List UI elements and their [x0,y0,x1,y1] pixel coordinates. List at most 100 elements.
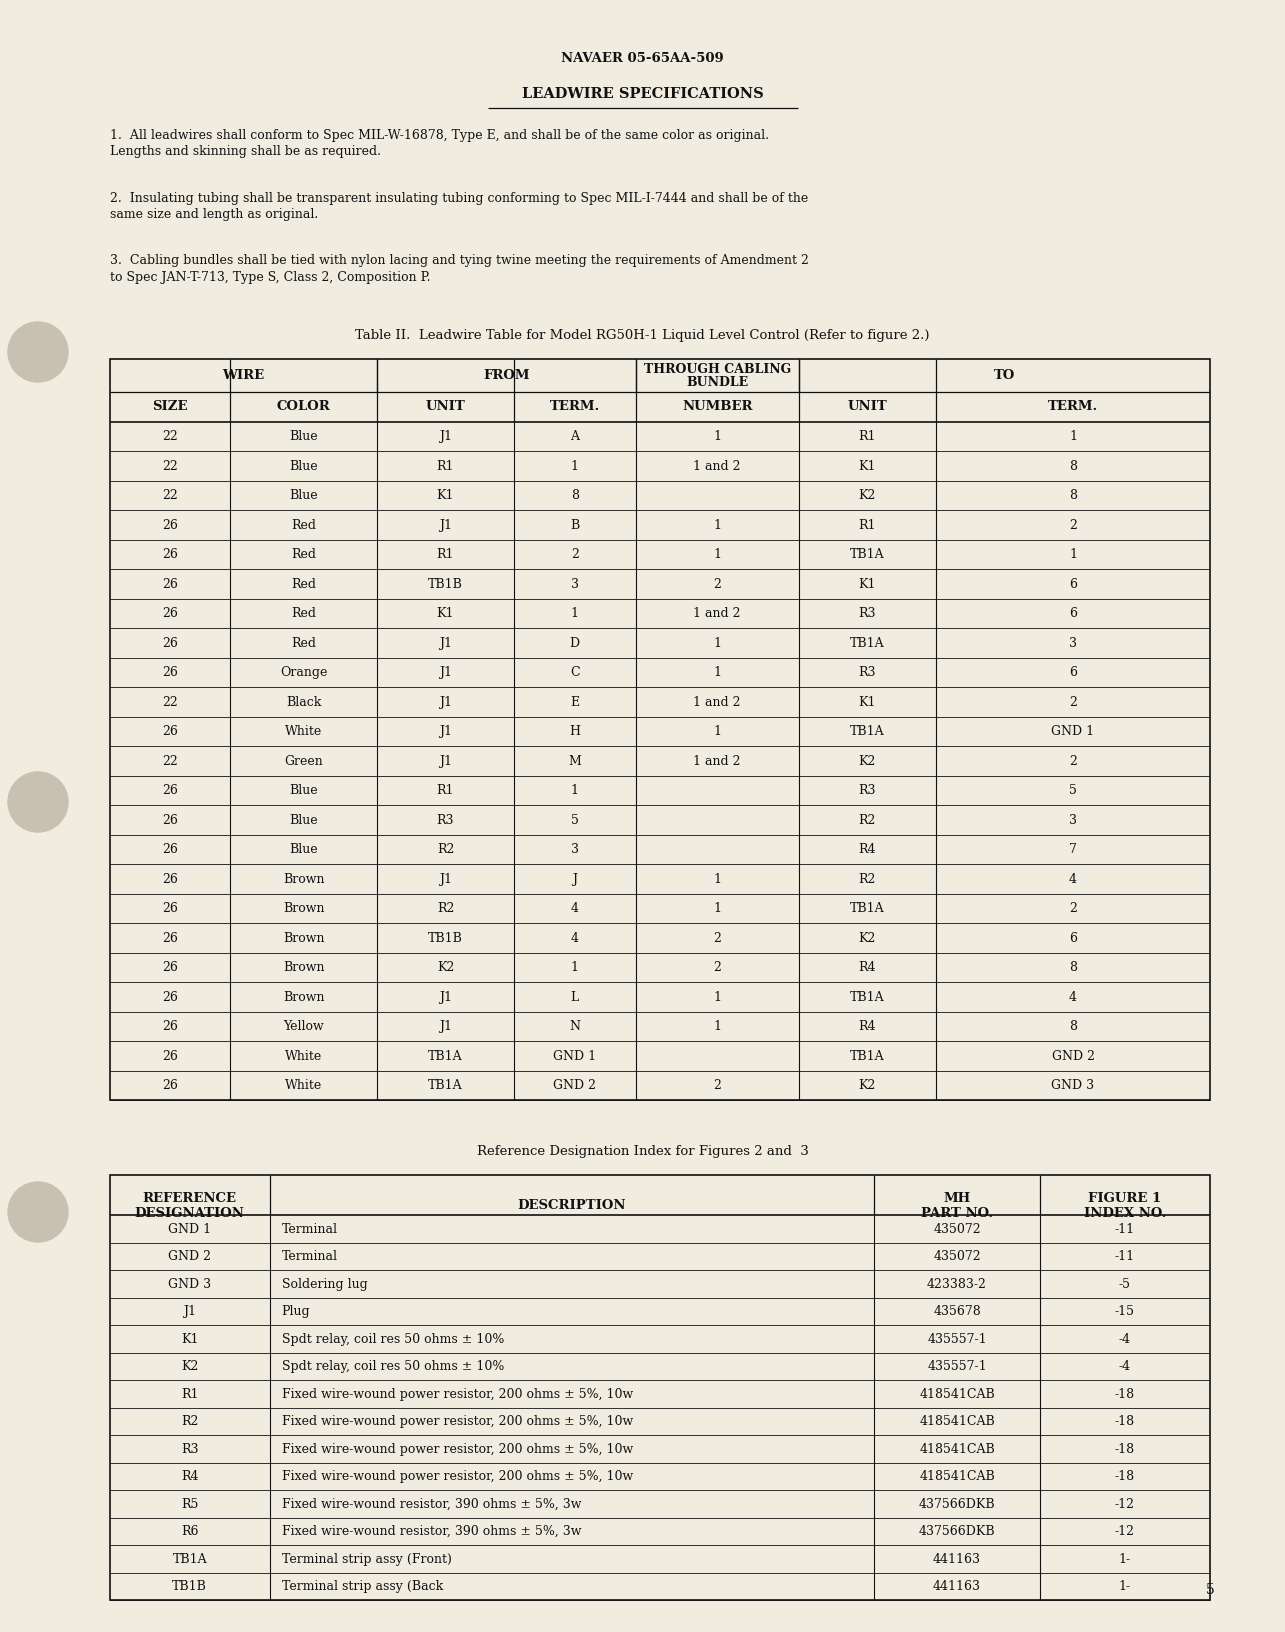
Text: R3: R3 [858,785,876,796]
Text: 1: 1 [1069,548,1077,561]
Text: Brown: Brown [283,873,324,886]
Text: 1.  All leadwires shall conform to Spec MIL-W-16878, Type E, and shall be of the: 1. All leadwires shall conform to Spec M… [111,129,768,158]
Text: 1: 1 [713,991,721,1004]
Text: J: J [572,873,577,886]
Text: J1: J1 [439,636,452,650]
Text: E: E [571,695,580,708]
Text: 5: 5 [1205,1583,1214,1598]
Text: K1: K1 [858,578,876,591]
Text: -18: -18 [1114,1415,1135,1428]
Text: 435557-1: 435557-1 [928,1359,987,1373]
Text: Reference Designation Index for Figures 2 and  3: Reference Designation Index for Figures … [477,1146,808,1159]
Text: A: A [571,431,580,444]
Text: 5: 5 [1069,785,1077,796]
Text: 26: 26 [162,1020,177,1033]
Text: R1: R1 [181,1387,198,1400]
Text: 1: 1 [571,961,578,974]
Text: M: M [568,754,581,767]
Text: Blue: Blue [289,490,317,503]
Text: Green: Green [284,754,323,767]
Text: 26: 26 [162,961,177,974]
Text: 1: 1 [713,519,721,532]
Text: BUNDLE: BUNDLE [686,375,748,388]
Text: White: White [285,1079,323,1092]
Text: GND 2: GND 2 [554,1079,596,1092]
Text: 441163: 441163 [933,1580,980,1593]
Text: Blue: Blue [289,844,317,857]
Text: TO: TO [993,369,1015,382]
Text: 418541CAB: 418541CAB [919,1470,995,1483]
Text: 1: 1 [571,785,578,796]
Text: C: C [571,666,580,679]
Text: Fixed wire-wound power resistor, 200 ohms ± 5%, 10w: Fixed wire-wound power resistor, 200 ohm… [281,1387,632,1400]
Text: TB1A: TB1A [851,902,884,916]
Text: 1: 1 [713,902,721,916]
Text: Brown: Brown [283,961,324,974]
Text: 5: 5 [571,814,578,827]
Text: R2: R2 [437,902,454,916]
Text: 8: 8 [571,490,578,503]
Text: L: L [571,991,578,1004]
Bar [111,359,1210,1100]
Text: TB1B: TB1B [428,932,463,945]
Text: 2: 2 [1069,695,1077,708]
Text: 4: 4 [571,902,578,916]
Text: -5: -5 [1119,1278,1131,1291]
Text: Red: Red [292,607,316,620]
Text: TB1A: TB1A [428,1049,463,1062]
Text: N: N [569,1020,581,1033]
Text: K1: K1 [858,460,876,473]
Text: R6: R6 [181,1526,198,1539]
Text: 26: 26 [162,1079,177,1092]
Text: GND 2: GND 2 [1051,1049,1095,1062]
Text: FROM: FROM [483,369,529,382]
Text: 26: 26 [162,785,177,796]
Text: R4: R4 [858,1020,876,1033]
Text: J1: J1 [439,991,452,1004]
Text: Blue: Blue [289,460,317,473]
Text: TB1A: TB1A [851,991,884,1004]
Text: 6: 6 [1069,932,1077,945]
Text: 1 and 2: 1 and 2 [694,460,741,473]
Text: -18: -18 [1114,1387,1135,1400]
Text: 1: 1 [713,666,721,679]
Text: DESCRIPTION: DESCRIPTION [518,1200,626,1213]
Text: -11: -11 [1114,1250,1135,1263]
Text: COLOR: COLOR [276,400,330,413]
Circle shape [8,772,68,832]
Text: PART NO.: PART NO. [921,1206,993,1219]
Text: 2: 2 [713,578,721,591]
Text: Black: Black [287,695,321,708]
Text: Blue: Blue [289,431,317,444]
Text: Yellow: Yellow [283,1020,324,1033]
Text: 7: 7 [1069,844,1077,857]
Text: 2: 2 [713,1079,721,1092]
Text: 2: 2 [1069,754,1077,767]
Text: Brown: Brown [283,932,324,945]
Text: J1: J1 [439,519,452,532]
Circle shape [8,322,68,382]
Text: -18: -18 [1114,1470,1135,1483]
Text: Blue: Blue [289,785,317,796]
Text: 2.  Insulating tubing shall be transparent insulating tubing conforming to Spec : 2. Insulating tubing shall be transparen… [111,191,808,222]
Text: 423383-2: 423383-2 [926,1278,987,1291]
Text: R3: R3 [181,1443,198,1456]
Text: TB1A: TB1A [172,1552,207,1565]
Text: Red: Red [292,519,316,532]
Text: J1: J1 [439,1020,452,1033]
Text: K2: K2 [858,754,876,767]
Text: GND 1: GND 1 [1051,725,1095,738]
Text: White: White [285,1049,323,1062]
Text: 435072: 435072 [933,1222,980,1235]
Text: K2: K2 [858,1079,876,1092]
Text: GND 3: GND 3 [1051,1079,1095,1092]
Text: 1: 1 [713,431,721,444]
Text: TB1A: TB1A [428,1079,463,1092]
Text: 26: 26 [162,636,177,650]
Text: 1: 1 [713,548,721,561]
Text: 3: 3 [571,578,578,591]
Text: J1: J1 [439,725,452,738]
Text: White: White [285,725,323,738]
Text: R1: R1 [437,548,455,561]
Text: 22: 22 [162,431,177,444]
